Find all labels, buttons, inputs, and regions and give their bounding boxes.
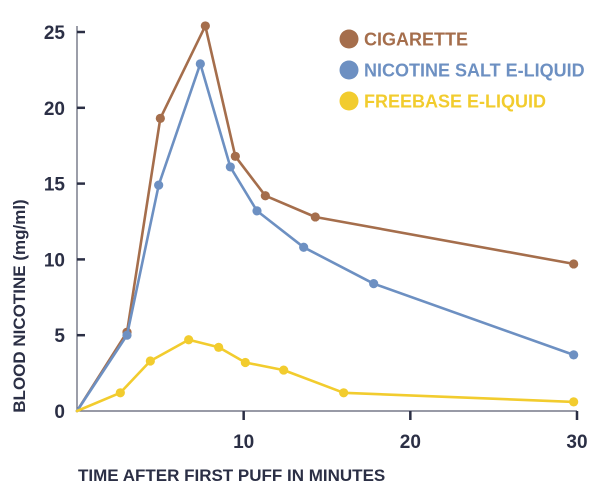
data-point: [145, 356, 155, 366]
y-tick-label: 10: [44, 250, 65, 271]
data-point: [569, 259, 579, 269]
data-point: [339, 388, 349, 398]
legend-label: FREEBASE E-LIQUID: [364, 92, 546, 112]
legend-marker: [339, 91, 359, 111]
x-tick-label: 20: [400, 432, 421, 453]
y-tick-label: 15: [44, 175, 66, 196]
x-tick-label: 10: [233, 432, 254, 453]
legend-label: CIGARETTE: [364, 30, 468, 50]
data-point: [115, 388, 125, 398]
data-point: [279, 365, 289, 375]
data-point: [299, 242, 309, 252]
series-line: [75, 24, 576, 413]
data-point: [155, 113, 165, 124]
data-point: [200, 21, 210, 31]
legend-marker: [339, 29, 359, 49]
data-point: [154, 180, 164, 190]
data-point: [184, 335, 194, 345]
data-point: [569, 397, 579, 407]
series-3: [75, 335, 579, 413]
series-line: [75, 338, 576, 413]
data-point: [122, 330, 132, 340]
data-point: [369, 279, 379, 289]
data-point: [240, 357, 250, 368]
y-ticks: 0 5 10 15 20 25: [44, 23, 85, 423]
data-point: [310, 212, 320, 222]
axes: [76, 26, 577, 412]
series-2: [75, 59, 579, 413]
data-point: [195, 59, 205, 69]
legend-label: NICOTINE SALT E-LIQUID: [364, 61, 585, 81]
y-tick-label: 25: [44, 23, 66, 44]
y-tick-label: 5: [54, 326, 65, 347]
x-axis-title: TIME AFTER FIRST PUFF IN MINUTES: [78, 466, 385, 485]
x-ticks: 10 20 30: [233, 411, 588, 453]
data-point: [569, 350, 579, 360]
y-tick-label: 20: [44, 99, 65, 120]
data-point: [252, 206, 262, 216]
x-tick-label: 30: [566, 432, 587, 453]
legend: CIGARETTE NICOTINE SALT E-LIQUID FREEBASE …: [339, 29, 585, 112]
series-layer: [75, 21, 579, 413]
data-point: [260, 191, 270, 201]
data-point: [225, 162, 235, 172]
y-axis-title: BLOOD NICOTINE (mg/ml): [10, 199, 29, 412]
y-tick-label: 0: [54, 402, 65, 423]
legend-marker: [339, 60, 359, 80]
data-point: [214, 342, 224, 352]
data-point: [230, 151, 240, 161]
